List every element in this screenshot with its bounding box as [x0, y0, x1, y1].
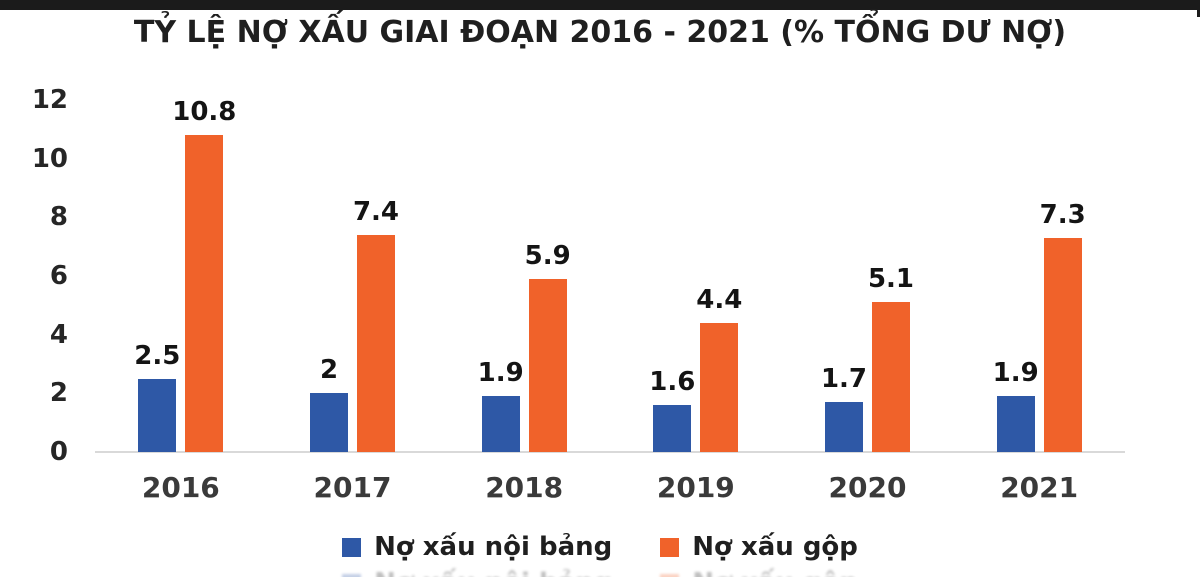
bar-series2-2017 — [357, 234, 395, 452]
bar-value-label: 7.4 — [352, 196, 400, 227]
bar-series2-2020 — [872, 302, 910, 452]
y-axis-tick-label: 6 — [49, 261, 68, 291]
y-axis-tick-label: 2 — [49, 378, 68, 409]
x-axis-label-2019: 2019 — [656, 471, 735, 504]
x-axis-label-2021: 2021 — [1000, 471, 1079, 504]
x-axis-label-2018: 2018 — [485, 471, 564, 504]
y-axis-tick-label: 4 — [49, 319, 68, 350]
legend: Nợ xấu nội bảng Nợ xấu gộp — [0, 532, 1200, 562]
bar-value-label: 1.6 — [649, 367, 696, 398]
x-axis-label-2020: 2020 — [828, 471, 907, 504]
bar-series1-2016 — [138, 378, 177, 452]
legend-item-series2: Nợ xấu gộp — [660, 532, 858, 562]
bar-value-label: 5.9 — [524, 240, 571, 271]
legend-label-series1: Nợ xấu nội bảng — [374, 532, 613, 562]
bar-series2-2019 — [700, 322, 739, 452]
legend-swatch-series1 — [342, 537, 362, 557]
legend-item-series1: Nợ xấu nội bảng — [342, 532, 612, 562]
legend-label-series1: Nợ xấu nội bảng — [374, 568, 612, 577]
legend-swatch-series2 — [660, 537, 680, 557]
legend-swatch-series1 — [342, 573, 362, 577]
bar-value-label: 1.9 — [477, 358, 524, 389]
legend-item-series2: Nợ xấu gộp — [660, 568, 858, 577]
bar-value-label: 5.1 — [867, 264, 915, 295]
top-right-border-notch — [1197, 0, 1200, 17]
top-border-bar — [0, 0, 1200, 10]
legend-item-series1: Nợ xấu nội bảng — [342, 568, 612, 577]
bar-series1-2020 — [825, 402, 863, 452]
bar-series1-2021 — [996, 396, 1035, 452]
y-axis-tick-label: 0 — [49, 437, 68, 467]
y-axis-tick-label: 10 — [31, 143, 68, 174]
bar-series2-2018 — [528, 278, 567, 452]
legend-ghost-artifact: Nợ xấu nội bảng Nợ xấu gộp — [0, 568, 1200, 577]
bar-value-label: 2.5 — [134, 340, 181, 371]
bar-value-label: 4.4 — [696, 284, 743, 315]
bar-series1-2017 — [310, 393, 348, 452]
legend-label-series2: Nợ xấu gộp — [692, 568, 858, 577]
bar-value-label: 1.7 — [820, 364, 868, 395]
y-axis-tick-label: 8 — [49, 202, 68, 233]
chart-title: TỶ LỆ NỢ XẤU GIAI ĐOẠN 2016 - 2021 (% TỔ… — [133, 15, 1067, 50]
bar-series2-2016 — [185, 135, 224, 452]
bar-series1-2018 — [481, 396, 520, 452]
y-axis-tick-label: 12 — [31, 85, 68, 115]
legend-label-series2: Nợ xấu gộp — [692, 532, 858, 562]
x-axis-baseline — [95, 451, 1125, 453]
bar-value-label: 1.9 — [992, 358, 1039, 389]
x-axis-label-2017: 2017 — [313, 471, 392, 504]
bar-value-label: 2 — [319, 355, 339, 386]
bar-value-label: 10.8 — [172, 97, 237, 128]
bar-series2-2021 — [1043, 237, 1082, 452]
bar-value-label: 7.3 — [1039, 199, 1086, 230]
legend-swatch-series2 — [660, 573, 680, 577]
bar-series1-2019 — [653, 405, 692, 452]
x-axis-label-2016: 2016 — [141, 471, 220, 504]
